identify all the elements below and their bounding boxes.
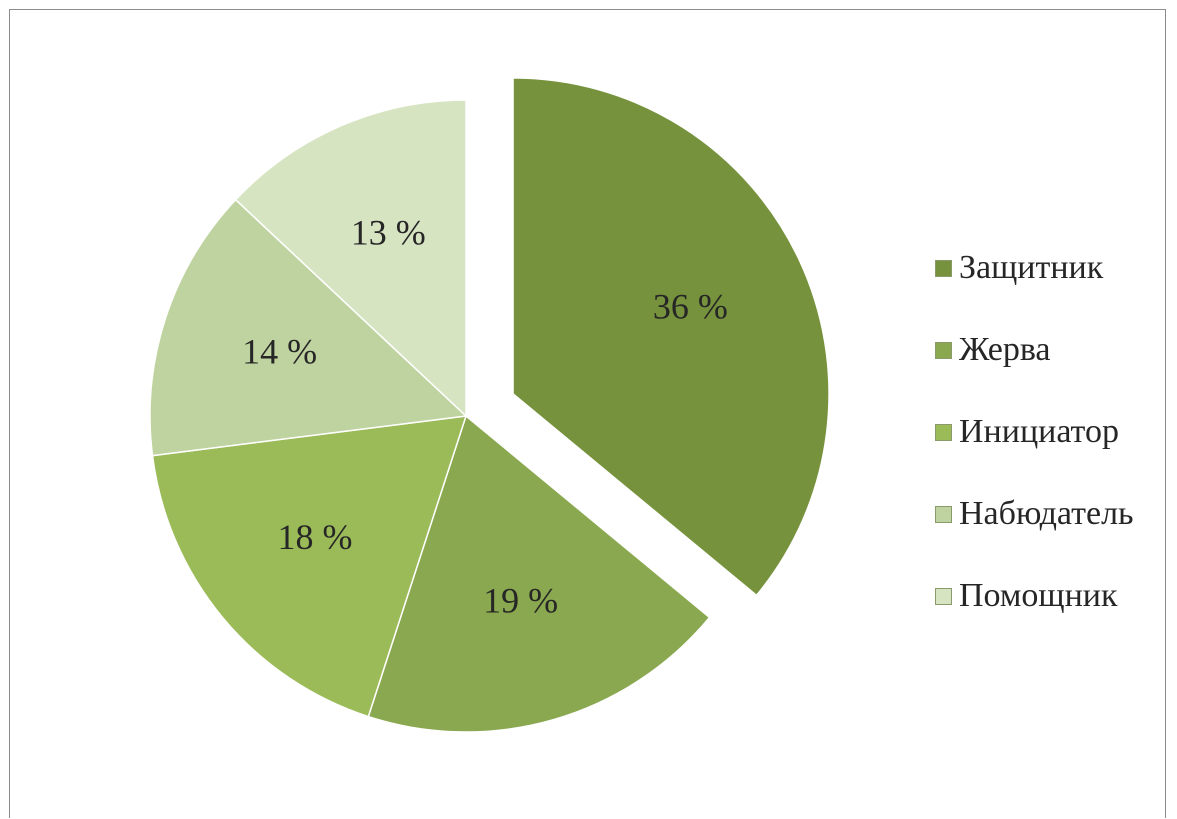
pie-data-labels: 36 % 19 % 18 % 14 % 13 % <box>242 212 728 620</box>
pie-slice <box>234 99 467 418</box>
legend-label: Жерва <box>959 331 1051 368</box>
slice-data-label: 36 % <box>653 287 728 327</box>
pie-slice <box>367 414 711 733</box>
legend-label: Помощник <box>959 577 1118 614</box>
legend-label: Защитник <box>959 249 1104 286</box>
chart-frame: 36 % 19 % 18 % 14 % 13 % Защитник Жерва Иниц… <box>9 9 1166 818</box>
pie-slice <box>512 77 830 597</box>
legend-item: Инициатор <box>935 414 1134 450</box>
legend-label: Набюдатель <box>959 495 1134 532</box>
pie-slice <box>149 198 468 457</box>
legend-swatch <box>935 423 952 441</box>
slice-data-label: 19 % <box>483 580 558 620</box>
legend-item: Жерва <box>935 332 1134 368</box>
legend-swatch <box>935 341 952 359</box>
slice-data-label: 18 % <box>278 517 353 557</box>
legend-swatch <box>935 587 952 605</box>
legend-item: Помощник <box>935 578 1134 614</box>
pie-chart: 36 % 19 % 18 % 14 % 13 % <box>149 77 830 733</box>
legend-swatch <box>935 259 952 277</box>
pie-slice <box>151 415 468 718</box>
legend-label: Инициатор <box>959 413 1119 450</box>
legend: Защитник Жерва Инициатор Набюдатель Помо… <box>935 250 1134 660</box>
slice-data-label: 13 % <box>351 212 426 252</box>
legend-item: Набюдатель <box>935 496 1134 532</box>
legend-item: Защитник <box>935 250 1134 286</box>
pie-slices <box>149 77 830 733</box>
legend-swatch <box>935 505 952 523</box>
slice-data-label: 14 % <box>242 332 317 372</box>
